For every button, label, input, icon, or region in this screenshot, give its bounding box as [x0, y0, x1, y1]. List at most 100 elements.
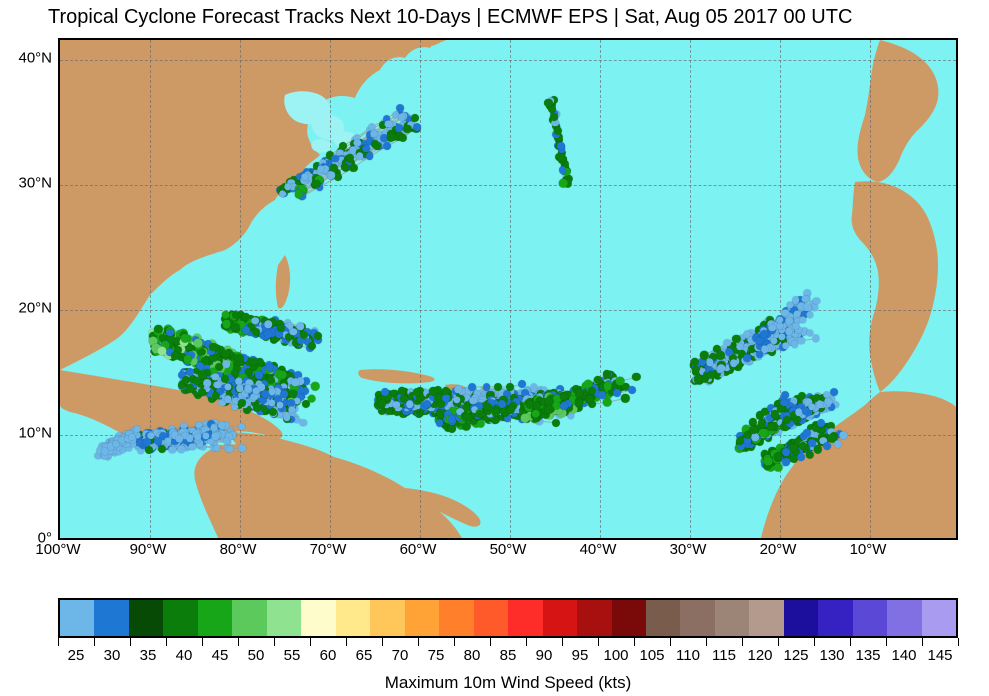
track-dot-3030 — [373, 142, 381, 150]
colorbar-segment-9 — [370, 600, 404, 636]
track-dot-2662 — [759, 429, 768, 438]
colorbar-tick-label-16: 105 — [639, 647, 664, 664]
track-dot-1644 — [455, 386, 463, 394]
colorbar-segment-22 — [818, 600, 852, 636]
colorbar-tick-5 — [238, 638, 239, 646]
colorbar-segment-25 — [922, 600, 956, 636]
track-dot-3013 — [363, 145, 371, 153]
track-dot-916 — [159, 445, 167, 453]
track-dot-3251 — [764, 457, 773, 466]
track-dot-3023 — [399, 134, 407, 142]
colorbar-tick-2 — [130, 638, 131, 646]
track-dot-2429 — [743, 354, 751, 362]
track-dot-3016 — [411, 114, 419, 122]
colorbar-tick-labels: 25 30 35 40 45 50 55 60 65 70 75 80 85 90 95 100 105 110 1… — [58, 647, 958, 672]
track-dot-3486 — [129, 434, 136, 441]
colorbar-tick-label-21: 130 — [819, 647, 844, 664]
colorbar-tick-1 — [94, 638, 95, 646]
track-dot-1942 — [603, 398, 612, 407]
track-dot-697 — [186, 368, 194, 376]
track-dot-673 — [224, 396, 232, 404]
track-dot-3272 — [814, 445, 822, 453]
track-dot-714 — [262, 390, 270, 398]
track-dot-706 — [182, 376, 190, 384]
colorbar-tick-20 — [778, 638, 779, 646]
colorbar-segment-4 — [198, 600, 232, 636]
track-dot-3234 — [817, 419, 825, 427]
track-dot-388 — [278, 371, 287, 380]
track-dot-149 — [302, 400, 310, 408]
track-dot-2427 — [718, 365, 726, 373]
colorbar-tick-label-0: 25 — [68, 647, 85, 664]
track-dot-705 — [280, 391, 288, 399]
track-dot-2117 — [598, 391, 606, 399]
wind-speed-colorbar — [58, 598, 958, 638]
colorbar-tick-0 — [58, 638, 59, 646]
track-dot-1645 — [468, 383, 476, 391]
colorbar-title: Maximum 10m Wind Speed (kts) — [58, 673, 958, 693]
colorbar-tick-label-9: 70 — [392, 647, 409, 664]
track-dot-2433 — [798, 337, 806, 345]
colorbar-tick-18 — [706, 638, 707, 646]
storm-track-dots — [60, 40, 958, 540]
track-dot-1220 — [552, 419, 560, 427]
colorbar-tick-label-15: 100 — [603, 647, 628, 664]
colorbar-segment-15 — [577, 600, 611, 636]
track-dot-947 — [143, 438, 151, 446]
colorbar-segment-23 — [853, 600, 887, 636]
track-dot-1154 — [314, 332, 322, 340]
colorbar-tick-label-5: 50 — [248, 647, 265, 664]
colorbar-tick-22 — [850, 638, 851, 646]
track-dot-2667 — [736, 437, 744, 445]
track-dot-2800 — [813, 297, 820, 304]
track-dot-2419 — [725, 348, 733, 356]
track-dot-850 — [238, 444, 246, 452]
colorbar-tick-label-23: 140 — [891, 647, 916, 664]
track-dot-2420 — [736, 343, 744, 351]
track-dot-3015 — [395, 124, 403, 132]
track-dot-3456 — [133, 426, 140, 433]
colorbar-tick-21 — [814, 638, 815, 646]
track-dot-1142 — [252, 328, 260, 336]
track-dot-3266 — [840, 432, 847, 439]
track-dot-387 — [266, 364, 274, 372]
track-dot-1649 — [518, 380, 526, 388]
track-dot-1618 — [392, 401, 400, 409]
colorbar-tick-12 — [490, 638, 491, 646]
track-dot-3021 — [366, 153, 374, 161]
colorbar-tick-label-6: 55 — [284, 647, 301, 664]
colorbar-tick-label-11: 80 — [464, 647, 481, 664]
track-dot-675 — [253, 404, 261, 412]
track-dot-3068 — [559, 179, 568, 188]
track-dot-849 — [227, 446, 234, 453]
track-dot-381 — [181, 334, 190, 343]
page-title: Tropical Cyclone Forecast Tracks Next 10… — [48, 6, 852, 29]
colorbar-segment-3 — [163, 600, 197, 636]
track-dot-711 — [236, 384, 244, 392]
colorbar-tick-label-12: 85 — [500, 647, 517, 664]
track-dot-3267 — [774, 463, 783, 472]
track-dot-915 — [145, 446, 153, 454]
y-axis: 40°N 30°N 20°N 10°N 0° — [0, 38, 56, 540]
track-dot-3024 — [413, 124, 421, 132]
colorbar-tick-19 — [742, 638, 743, 646]
colorbar-tick-label-2: 35 — [140, 647, 157, 664]
track-dot-2434 — [813, 335, 820, 342]
colorbar-segment-18 — [680, 600, 714, 636]
track-dot-1912 — [448, 416, 456, 424]
track-dot-1641 — [413, 388, 421, 396]
track-dot-3268 — [782, 458, 790, 466]
track-dot-3073 — [550, 113, 558, 121]
track-dot-674 — [238, 399, 246, 407]
track-dot-917 — [169, 446, 176, 453]
track-dot-2814 — [807, 311, 814, 318]
track-dot-918 — [177, 445, 185, 453]
track-dot-2111 — [632, 373, 640, 381]
colorbar-tick-14 — [562, 638, 563, 646]
track-dot-392 — [183, 355, 192, 364]
track-dot-1098 — [308, 342, 316, 350]
track-dot-2674 — [780, 399, 788, 407]
app-root: Tropical Cyclone Forecast Tracks Next 10… — [0, 0, 989, 696]
colorbar-segment-24 — [887, 600, 921, 636]
track-dot-1147 — [232, 311, 240, 319]
